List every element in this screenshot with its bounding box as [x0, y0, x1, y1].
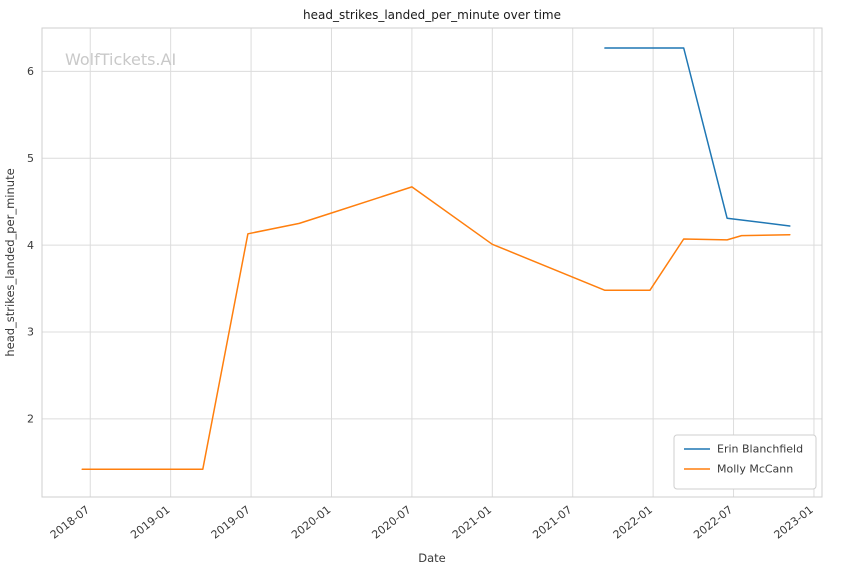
- y-axis-label: head_strikes_landed_per_minute: [3, 168, 17, 356]
- plot-area: [42, 28, 822, 497]
- chart-title: head_strikes_landed_per_minute over time: [303, 8, 561, 22]
- y-tick-label: 4: [27, 239, 34, 252]
- series-line-1: [81, 186, 791, 470]
- legend-label-0: Erin Blanchfield: [717, 443, 803, 456]
- watermark-text: WolfTickets.AI: [65, 50, 176, 69]
- legend-label-1: Molly McCann: [717, 463, 793, 476]
- y-tick-labels: 2 3 4 5 6: [27, 65, 34, 425]
- axes-border: [41, 27, 823, 498]
- legend: Erin Blanchfield Molly McCann: [673, 434, 817, 490]
- y-tick-label: 5: [27, 152, 34, 165]
- y-tick-label: 2: [27, 413, 34, 426]
- gridlines: [42, 28, 822, 497]
- x-axis-label: Date: [418, 551, 446, 565]
- y-tick-label: 3: [27, 326, 34, 339]
- y-tick-label: 6: [27, 65, 34, 78]
- series-line-0: [604, 47, 791, 227]
